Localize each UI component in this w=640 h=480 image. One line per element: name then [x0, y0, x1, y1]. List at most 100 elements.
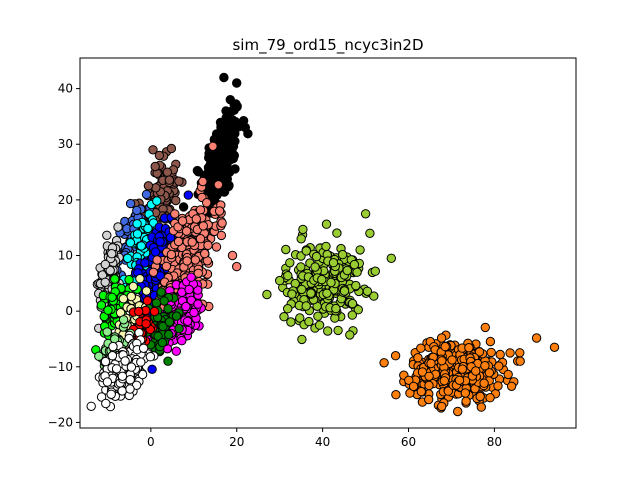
data-point: [198, 221, 209, 231]
data-point: [424, 394, 434, 405]
data-point: [141, 319, 151, 329]
data-point: [164, 329, 174, 340]
data-point: [163, 356, 173, 366]
data-point: [102, 230, 112, 241]
data-point: [134, 306, 144, 317]
data-point: [148, 267, 159, 277]
data-point: [436, 333, 447, 343]
data-point: [311, 251, 322, 262]
y-tick-label: 20: [58, 193, 73, 207]
data-point: [475, 391, 485, 402]
data-point: [110, 274, 120, 284]
data-point: [321, 241, 331, 252]
data-point: [191, 214, 202, 224]
data-point: [136, 241, 147, 251]
data-point: [162, 167, 173, 177]
data-point: [184, 284, 194, 295]
data-point: [515, 356, 525, 366]
data-point: [355, 245, 365, 255]
data-point: [186, 272, 196, 282]
data-point: [386, 253, 396, 263]
data-point: [132, 205, 142, 216]
data-point: [106, 389, 116, 399]
series-14: [262, 209, 396, 345]
data-point: [118, 315, 129, 325]
data-point: [437, 356, 447, 366]
data-point: [224, 139, 234, 149]
data-point: [390, 351, 401, 361]
data-point: [494, 361, 504, 371]
data-point: [480, 361, 490, 371]
series-15: [379, 322, 560, 417]
data-point: [126, 291, 137, 302]
data-point: [141, 286, 152, 296]
data-point: [279, 312, 289, 322]
data-point: [166, 143, 177, 154]
data-point: [143, 223, 153, 234]
data-point: [195, 234, 206, 244]
data-point: [476, 402, 486, 412]
data-point: [471, 366, 481, 376]
data-point: [413, 353, 423, 363]
data-point: [332, 228, 342, 238]
chart-title: sim_79_ord15_ncyc3in2D: [232, 36, 423, 55]
data-point: [102, 327, 112, 337]
data-point: [296, 234, 306, 244]
data-point: [163, 304, 173, 314]
data-point: [200, 248, 210, 259]
data-point: [190, 255, 201, 265]
data-point: [323, 326, 333, 336]
data-point: [202, 198, 212, 208]
data-point: [447, 355, 457, 365]
data-point: [424, 380, 434, 391]
data-point: [181, 301, 191, 312]
data-point: [362, 286, 373, 296]
data-point: [107, 351, 118, 361]
data-point: [313, 311, 323, 321]
data-point: [331, 303, 341, 314]
data-point: [164, 317, 175, 327]
data-point: [408, 381, 419, 392]
data-point: [136, 357, 146, 367]
y-tick-label: 0: [65, 304, 73, 318]
data-point: [479, 378, 489, 388]
data-point: [182, 256, 192, 266]
data-point: [177, 216, 188, 226]
data-point: [297, 284, 307, 295]
data-point: [156, 287, 166, 297]
data-point: [198, 176, 208, 187]
data-point: [347, 310, 357, 320]
data-point: [322, 288, 332, 298]
data-point: [128, 281, 139, 292]
data-point: [149, 306, 160, 317]
data-point: [333, 325, 343, 336]
data-point: [164, 175, 175, 185]
data-point: [227, 250, 238, 261]
y-axis: −20 −10 0 10 20 30 40: [48, 82, 80, 429]
data-point: [113, 222, 123, 232]
data-point: [230, 164, 240, 174]
data-point: [317, 274, 327, 285]
data-point: [187, 237, 197, 247]
y-tick-label: 40: [58, 82, 73, 96]
data-point: [391, 390, 401, 400]
data-point: [360, 209, 371, 219]
data-point: [183, 190, 194, 200]
data-point: [132, 229, 143, 239]
data-point: [152, 196, 162, 206]
data-point: [174, 323, 184, 334]
data-point: [349, 259, 360, 270]
data-point: [297, 334, 307, 345]
data-point: [203, 240, 213, 251]
data-point: [281, 244, 291, 255]
data-point: [125, 238, 136, 248]
data-point: [111, 364, 122, 374]
data-point: [125, 384, 135, 394]
data-point: [171, 311, 182, 321]
data-point: [485, 393, 495, 403]
data-point: [154, 150, 165, 161]
data-point: [132, 219, 142, 229]
data-point: [351, 280, 361, 291]
data-point: [193, 167, 204, 177]
x-tick-label: 40: [315, 435, 330, 449]
